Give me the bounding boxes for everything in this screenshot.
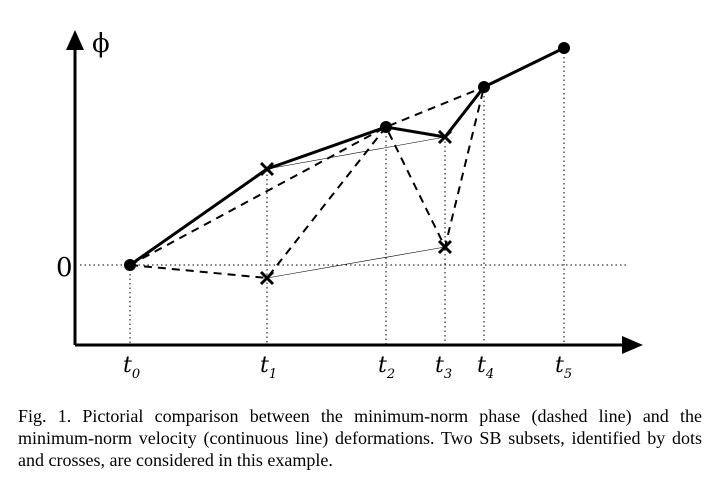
cross-marker-t1-upper xyxy=(259,161,275,177)
time-label-t3: t3 xyxy=(435,353,452,382)
x-axis-arrow xyxy=(622,336,643,354)
dot-marker-t0 xyxy=(124,259,136,271)
cross-markers xyxy=(259,129,453,286)
time-label-t5: t5 xyxy=(555,353,572,382)
cross-marker-t3-lower xyxy=(437,239,453,255)
time-label-t2: t2 xyxy=(378,353,395,382)
time-label-t0: t0 xyxy=(123,353,140,382)
time-label-t4: t4 xyxy=(477,353,494,382)
cross-marker-t3-upper xyxy=(437,129,453,145)
y-axis-arrow xyxy=(66,30,84,50)
dot-marker-t5 xyxy=(558,42,570,54)
dashed-series-dots xyxy=(129,86,485,266)
y-axis-label: ϕ xyxy=(92,29,110,59)
time-guides xyxy=(129,48,565,345)
zero-label: 0 xyxy=(56,253,73,283)
dot-marker-t2 xyxy=(380,121,392,133)
figure-caption: Fig. 1. Pictorial comparison between the… xyxy=(18,406,702,470)
cross-marker-t1-lower xyxy=(259,270,275,286)
dot-markers xyxy=(124,42,570,271)
time-label-t1: t1 xyxy=(260,353,277,382)
dot-marker-t4 xyxy=(478,81,490,93)
continuous-series xyxy=(129,46,565,267)
thin-link-top xyxy=(266,136,446,170)
thin-link-bottom xyxy=(266,246,446,279)
